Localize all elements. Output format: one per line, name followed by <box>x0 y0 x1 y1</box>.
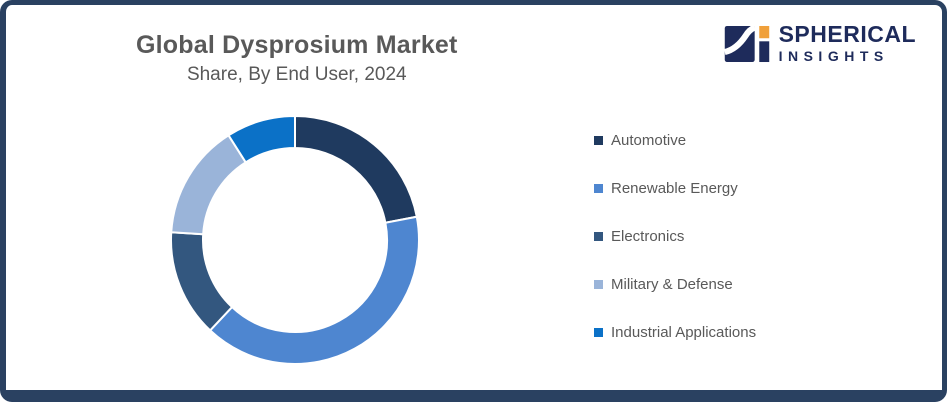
legend-marker <box>594 184 603 193</box>
legend-item-electronics: Electronics <box>594 227 756 246</box>
legend-marker <box>594 232 603 241</box>
chart-title: Global Dysprosium Market <box>136 31 458 59</box>
spherical-insights-logo: SPHERICAL INSIGHTS <box>723 22 916 66</box>
donut-chart <box>170 115 420 365</box>
donut-segment-renewable-energy <box>209 215 420 365</box>
donut-segment-industrial-applications <box>227 115 296 164</box>
legend-marker <box>594 136 603 145</box>
chart-legend: Automotive Renewable Energy Electronics Mil… <box>594 131 756 342</box>
legend-label: Military & Defense <box>611 276 733 293</box>
legend-item-industrial-applications: Industrial Applications <box>594 323 756 342</box>
logo-name: SPHERICAL <box>778 21 916 47</box>
donut-segment-military-defense <box>170 134 247 236</box>
legend-label: Automotive <box>611 132 687 149</box>
legend-item-renewable-energy: Renewable Energy <box>594 179 756 198</box>
logo-text: SPHERICAL INSIGHTS <box>779 22 916 64</box>
legend-label: Renewable Energy <box>611 180 738 197</box>
legend-item-automotive: Automotive <box>594 131 756 150</box>
legend-label: Electronics <box>611 228 685 245</box>
chart-subtitle: Share, By End User, 2024 <box>186 64 407 85</box>
spherical-insights-logo-icon <box>723 24 769 63</box>
legend-marker <box>594 280 603 289</box>
logo-tagline: INSIGHTS <box>778 48 889 65</box>
donut-segment-automotive <box>294 115 418 224</box>
legend-label: Industrial Applications <box>611 324 757 341</box>
legend-item-military-defense: Military & Defense <box>594 275 756 294</box>
legend-marker <box>594 328 603 337</box>
chart-title-block: Global Dysprosium Market Share, By End U… <box>136 31 458 86</box>
donut-segment-electronics <box>170 231 234 332</box>
